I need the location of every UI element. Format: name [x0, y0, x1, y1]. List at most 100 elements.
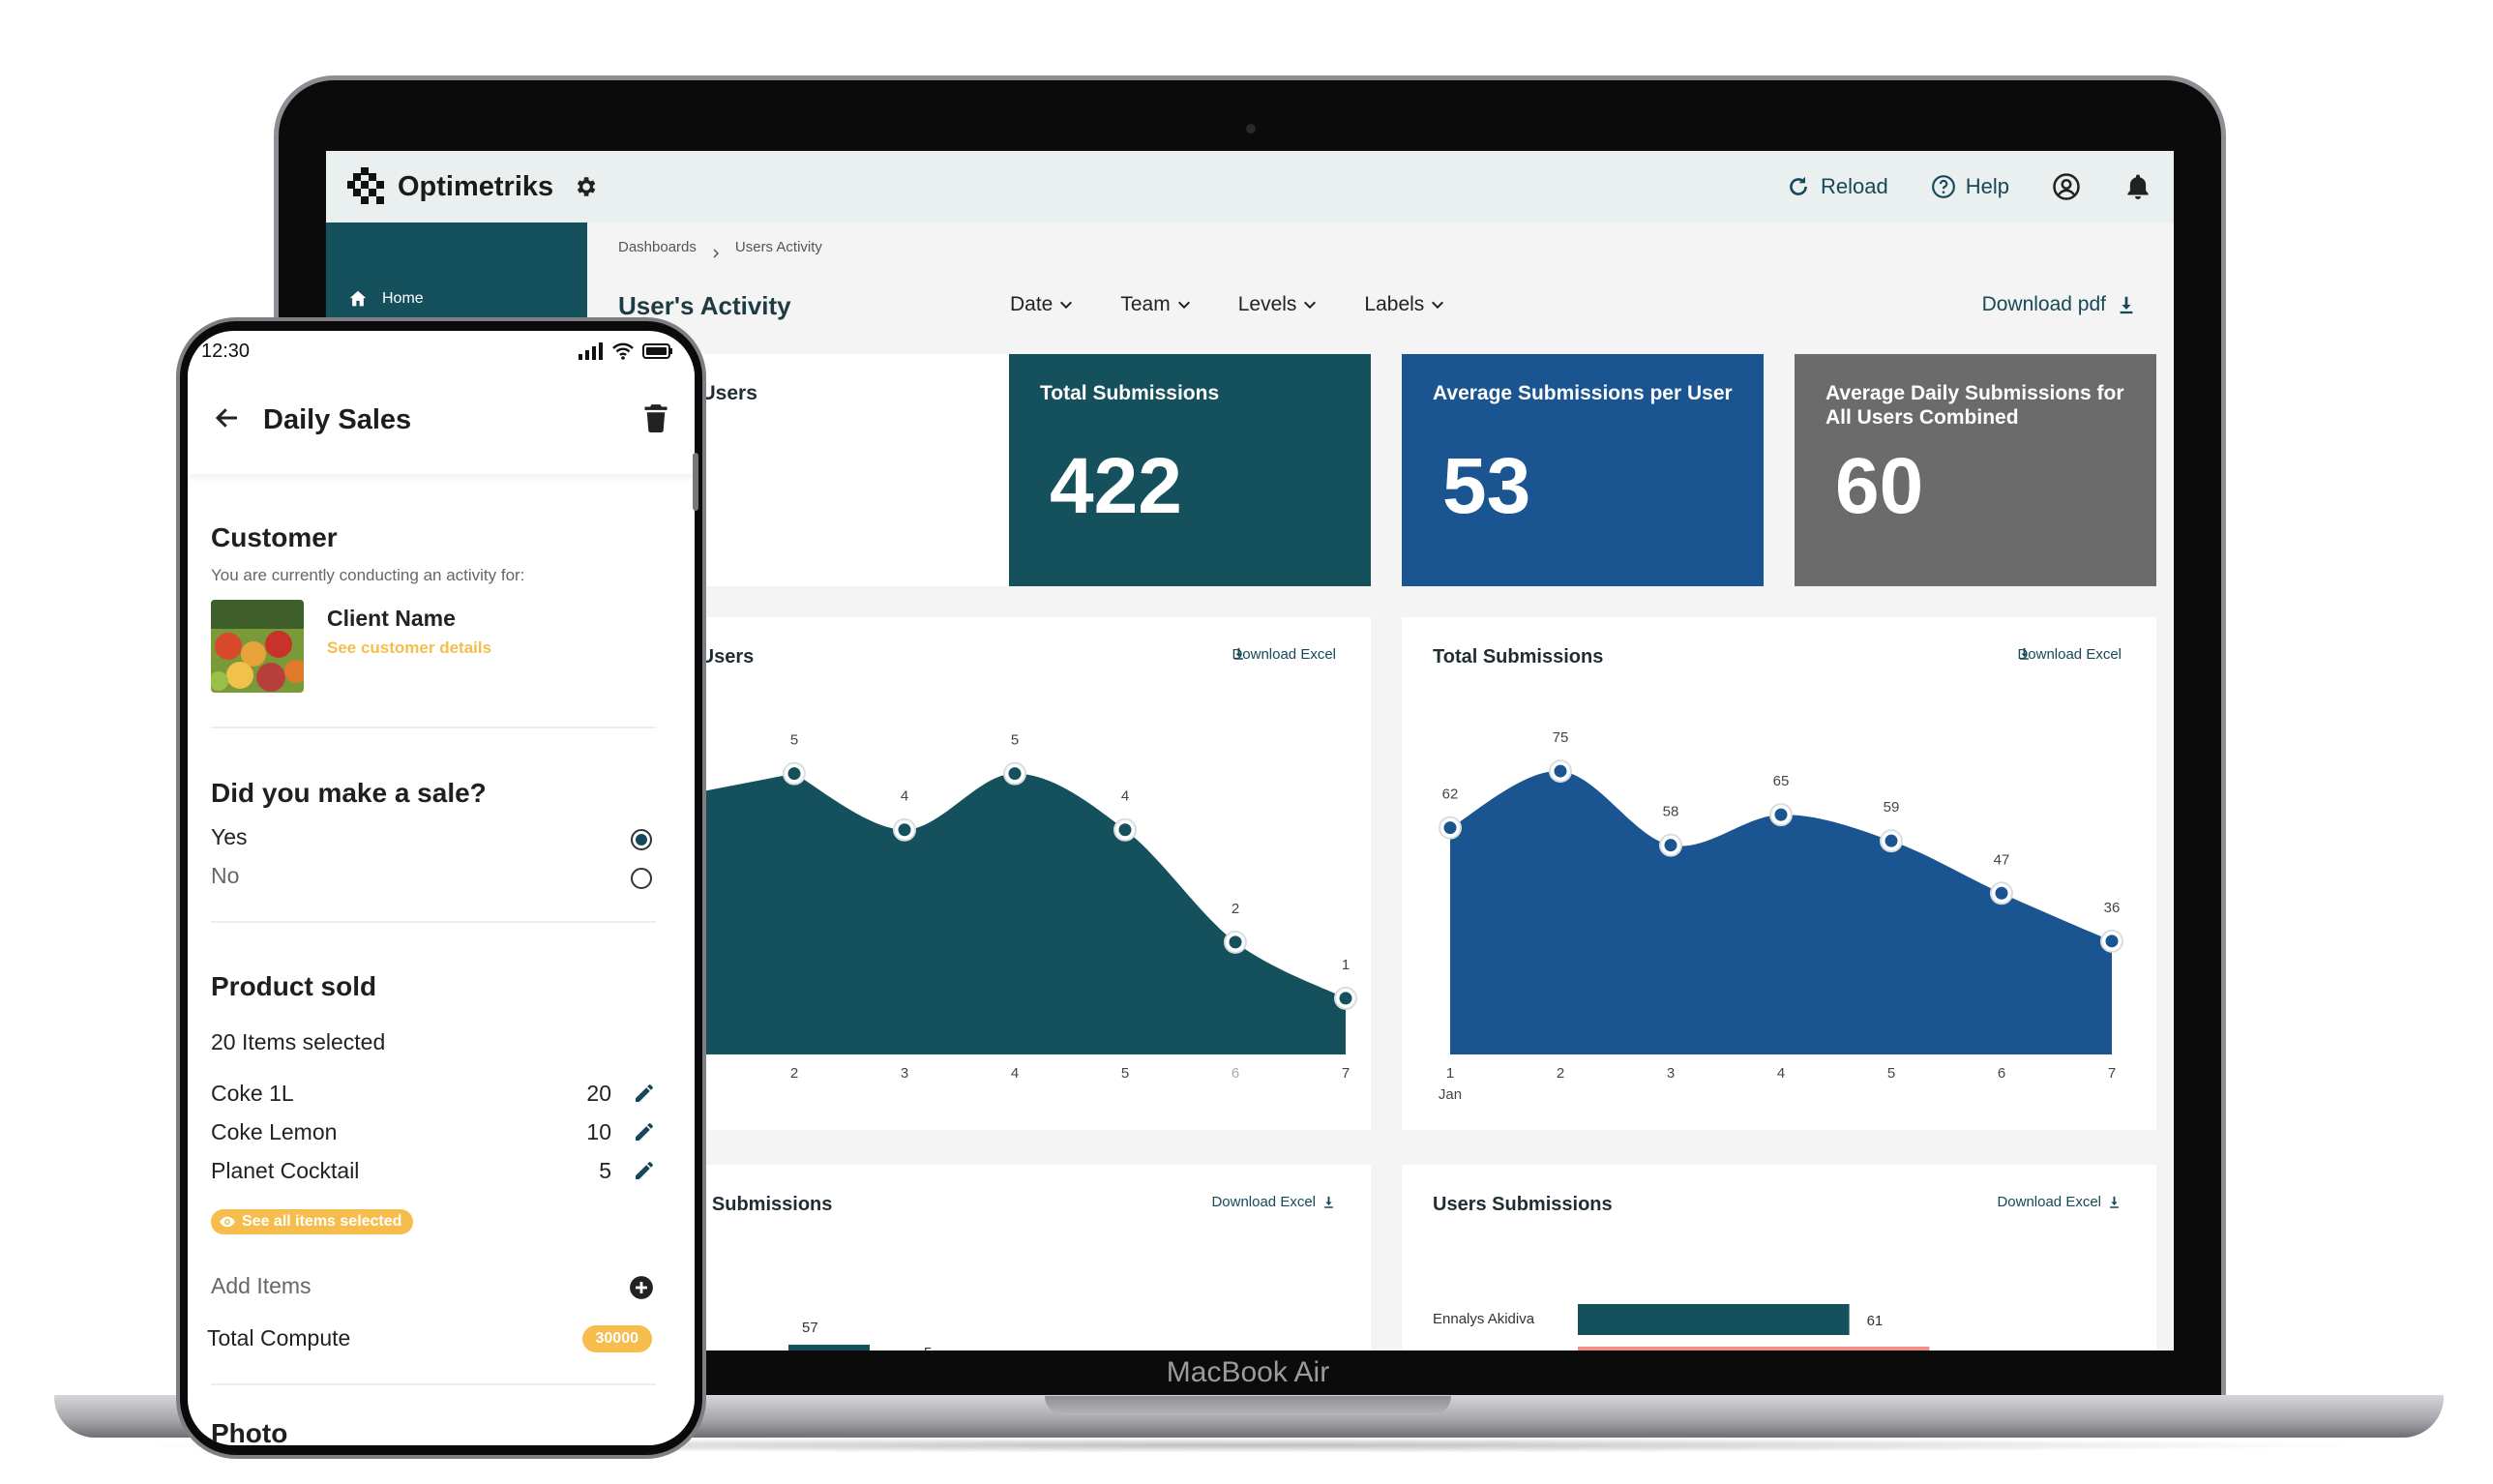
stat-label: Total Submissions [1040, 382, 1220, 404]
breadcrumb-dashboards[interactable]: Dashboards [618, 238, 697, 255]
total-compute-label: Total Compute [207, 1325, 351, 1350]
download-excel-button[interactable]: Download Excel [1232, 646, 1336, 663]
filter-levels[interactable]: Levels [1238, 293, 1319, 316]
filter-labels[interactable]: Labels [1364, 293, 1445, 316]
client-photo [211, 600, 304, 693]
radio-yes[interactable] [631, 829, 652, 850]
label-mask [1402, 1341, 1578, 1350]
data-label: 1 [1342, 957, 1350, 973]
status-bar: 12:30 [201, 337, 673, 366]
wifi-icon [612, 342, 634, 360]
see-all-items-label: See all items selected [242, 1213, 402, 1230]
list-item: Coke 1L 20 [211, 1078, 656, 1109]
area-series [1450, 617, 2112, 1054]
reload-button[interactable]: Reload [1786, 174, 1888, 199]
data-point[interactable] [1885, 834, 1898, 847]
pencil-icon[interactable] [633, 1082, 656, 1105]
item-name: Coke Lemon [211, 1118, 338, 1144]
data-point[interactable] [1229, 935, 1242, 949]
download-icon [2120, 296, 2133, 314]
x-tick-label: 3 [901, 1065, 908, 1082]
brand-name: Optimetriks [398, 170, 554, 202]
x-tick-label: 2 [1557, 1065, 1564, 1082]
data-point[interactable] [1118, 823, 1132, 837]
data-label: 4 [901, 788, 908, 805]
stat-card-avg-daily: Average Daily Submissions for All Users … [1795, 354, 2156, 586]
download-icon [1234, 647, 1244, 660]
data-point[interactable] [1995, 886, 2008, 900]
download-excel-button[interactable]: Download Excel [2017, 646, 2122, 663]
data-point[interactable] [1339, 992, 1352, 1005]
plus-circle-icon[interactable] [629, 1275, 654, 1300]
sidebar-item-home[interactable]: Home [347, 288, 424, 310]
bar-category-label: Ennalys Akidiva [1433, 1311, 1535, 1327]
bar[interactable] [1578, 1304, 1850, 1335]
stat-card-active-users: e Users [653, 354, 1009, 586]
filter-label: Date [1010, 293, 1054, 315]
see-all-items-button[interactable]: See all items selected [211, 1209, 414, 1234]
chevron-down-icon [1060, 301, 1073, 310]
x-tick-label: 1 [1446, 1065, 1454, 1082]
download-icon [2110, 1196, 2119, 1208]
data-point[interactable] [2105, 935, 2119, 948]
option-no-label: No [211, 863, 240, 888]
item-name: Planet Cocktail [211, 1157, 360, 1183]
x-tick-label: 6 [1998, 1065, 2005, 1082]
download-excel-button[interactable]: Download Excel [1997, 1194, 2122, 1210]
data-point[interactable] [1774, 808, 1788, 821]
camera-icon [1246, 124, 1256, 134]
account-button[interactable] [2052, 172, 2081, 201]
divider [211, 1383, 656, 1385]
help-button[interactable]: Help [1931, 174, 2009, 199]
x-tick-label: 7 [2108, 1065, 2116, 1082]
help-icon [1931, 175, 1955, 198]
see-customer-details-link[interactable]: See customer details [327, 638, 492, 657]
download-excel-button[interactable]: Download Excel [1211, 1194, 1336, 1210]
data-point[interactable] [898, 823, 911, 837]
panel-total-submissions: Total Submissions Download Excel 62 1 75 2 5… [1402, 617, 2156, 1130]
filter-date[interactable]: Date [1010, 293, 1074, 316]
stat-label: e Users [684, 382, 757, 404]
radio-no[interactable] [631, 868, 652, 889]
app-header: Daily Sales [188, 366, 695, 474]
download-icon [1324, 1196, 1333, 1208]
customer-hint: You are currently conducting an activity… [211, 566, 525, 584]
battery-icon [642, 343, 672, 359]
list-item: Planet Cocktail 5 [211, 1155, 656, 1186]
breadcrumb-users-activity[interactable]: Users Activity [734, 238, 822, 255]
back-button[interactable] [213, 403, 242, 437]
photo-title: Photo [211, 1418, 288, 1445]
notifications-button[interactable] [2123, 172, 2152, 201]
data-label: 58 [1663, 804, 1679, 820]
signal-icon [579, 342, 603, 360]
data-point[interactable] [1554, 764, 1567, 778]
data-point[interactable] [1443, 821, 1457, 835]
logo[interactable]: Optimetriks [347, 167, 598, 206]
gear-icon[interactable] [573, 174, 598, 199]
data-point[interactable] [787, 767, 801, 781]
sidebar-item-label: Home [382, 290, 424, 307]
pencil-icon[interactable] [633, 1159, 656, 1182]
data-label: 5 [1011, 732, 1019, 749]
data-point[interactable] [1008, 767, 1022, 781]
data-point[interactable] [1664, 839, 1677, 852]
delete-button[interactable] [642, 403, 669, 437]
bar[interactable] [1578, 1347, 1930, 1350]
data-label: 59 [1884, 799, 1900, 816]
bell-icon [2127, 174, 2149, 199]
data-label: 47 [1994, 851, 2010, 868]
data-label: 62 [1442, 787, 1459, 803]
chevron-down-icon [1432, 301, 1444, 310]
reload-label: Reload [1821, 174, 1888, 198]
bar-label: 5 [924, 1345, 932, 1350]
filter-team[interactable]: Team [1120, 293, 1191, 316]
data-label: 65 [1773, 773, 1790, 789]
scrollbar-thumb[interactable] [693, 453, 698, 511]
pencil-icon[interactable] [633, 1120, 656, 1143]
item-qty: 10 [586, 1118, 611, 1144]
data-label: 75 [1553, 729, 1569, 746]
chevron-right-icon [713, 249, 719, 258]
stat-value: 422 [1050, 442, 1182, 530]
product-title: Product sold [211, 971, 377, 1001]
download-pdf-button[interactable]: Download pdf [1982, 293, 2137, 316]
